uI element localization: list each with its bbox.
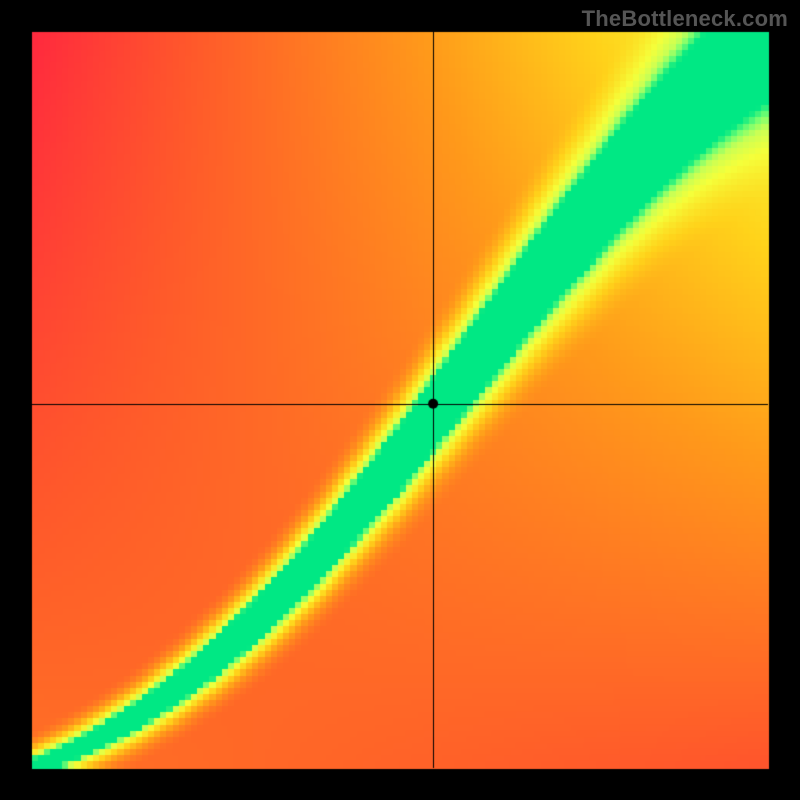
watermark-text: TheBottleneck.com [582, 6, 788, 32]
bottleneck-heatmap [0, 0, 800, 800]
chart-container: { "canvas": { "width": 800, "height": 80… [0, 0, 800, 800]
